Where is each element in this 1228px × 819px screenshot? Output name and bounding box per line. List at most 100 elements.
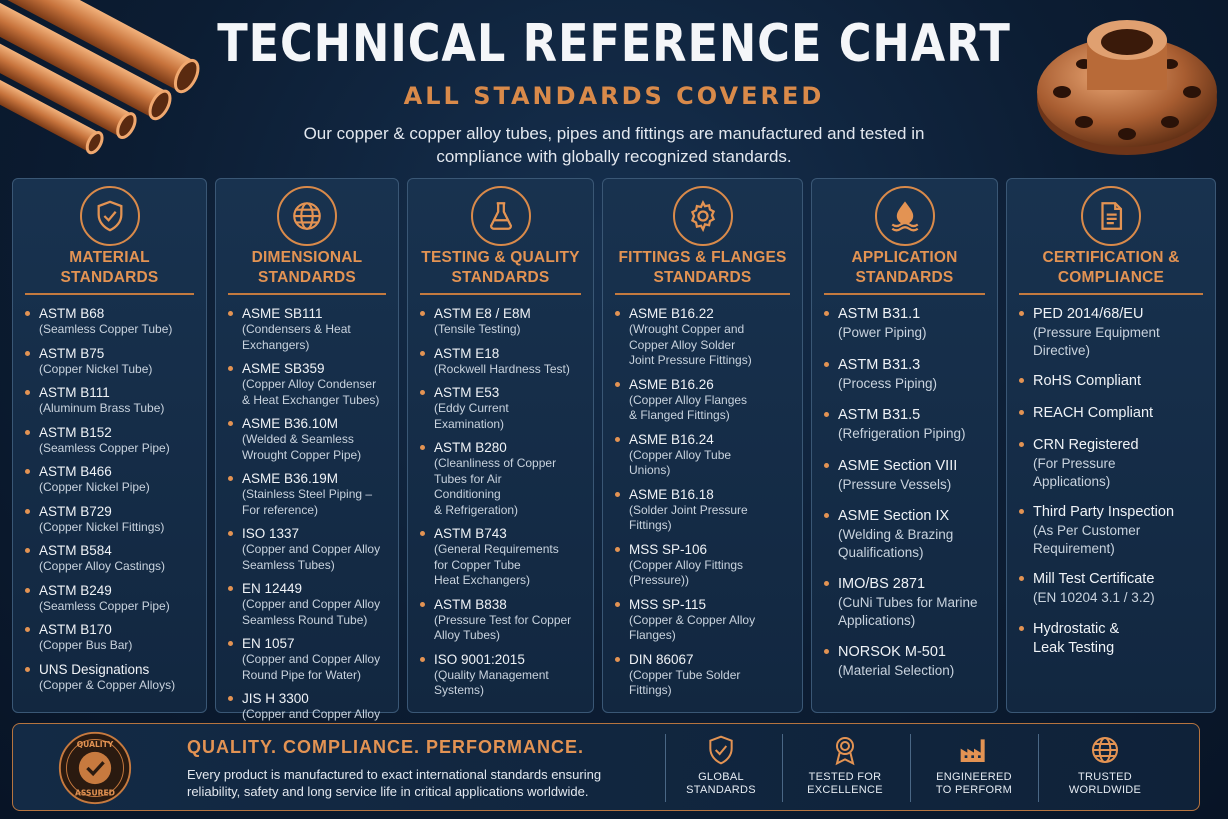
standard-code: ISO 1337 xyxy=(242,526,300,541)
badge-label: TESTED FOR EXCELLENCE xyxy=(807,771,883,796)
badge-global-standards: GLOBAL STANDARDS xyxy=(663,734,779,804)
standard-desc: (Copper and Copper Alloy Round Pipe for … xyxy=(242,652,381,682)
badge-label: GLOBAL STANDARDS xyxy=(686,771,756,796)
standard-code: EN 1057 xyxy=(242,636,295,651)
list-item: RoHS Compliant xyxy=(1019,372,1209,391)
standard-desc: (Copper and Copper Alloy Seamless Tubes) xyxy=(242,542,381,572)
globe-icon xyxy=(277,186,337,246)
divider xyxy=(615,293,790,295)
standard-code: MSS SP-115 xyxy=(629,596,707,612)
list-item: NORSOK M-501 (Material Selection) xyxy=(824,643,991,680)
badge-engineered-to-perform: ENGINEERED TO PERFORM xyxy=(916,734,1032,804)
standards-list: ASTM B31.1 (Power Piping) ASTM B31.3 (Proc… xyxy=(824,305,991,694)
list-item: ASME Section IX (Welding & Brazing Qualif… xyxy=(824,507,991,561)
standard-code: NORSOK M-501 xyxy=(838,644,946,660)
standard-desc: (EN 10204 3.1 / 3.2) xyxy=(1033,590,1155,605)
standard-code: Third Party Inspection xyxy=(1033,504,1175,520)
standard-code: ASME B36.19M xyxy=(242,471,339,486)
standard-code: Hydrostatic & xyxy=(1033,620,1120,637)
standard-code: ISO 9001:2015 xyxy=(434,651,525,667)
standard-code: DIN 86067 xyxy=(629,651,694,667)
list-item: ISO 1337 (Copper and Copper Alloy Seamles… xyxy=(228,525,392,573)
standard-code: CRN Registered xyxy=(1033,437,1139,453)
standard-code: ASTM B31.5 xyxy=(838,407,921,423)
standard-code: ASTM B75 xyxy=(39,345,105,361)
divider xyxy=(910,734,911,802)
standard-desc: (Power Piping) xyxy=(838,325,927,340)
badge-trusted-worldwide: TRUSTED WORLDWIDE xyxy=(1047,734,1163,804)
standard-code: Mill Test Certificate xyxy=(1033,571,1155,587)
standard-desc: (Copper & Copper Alloy Flanges) xyxy=(629,612,756,643)
standard-code: ASTM B31.3 xyxy=(838,356,921,373)
list-item: ASTM E53 (Eddy Current Examination) xyxy=(420,384,587,432)
page-title: TECHNICAL REFERENCE CHART xyxy=(217,14,1011,74)
standard-desc: (Process Piping) xyxy=(838,375,938,391)
standard-desc: (Refrigeration Piping) xyxy=(838,426,966,441)
divider xyxy=(665,734,666,802)
list-item: ASTM B31.5 (Refrigeration Piping) xyxy=(824,406,991,443)
card-application-standards: APPLICATION STANDARDS ASTM B31.1 (Power P… xyxy=(811,178,998,713)
water-drop-icon xyxy=(874,186,935,246)
standard-code: ASTM B249 xyxy=(39,582,112,598)
list-item: ASME B16.26 (Copper Alloy Flanges & Flang… xyxy=(615,376,796,424)
standard-desc: (Copper and Copper Alloy Seamless Round … xyxy=(242,597,381,627)
divider xyxy=(25,293,194,295)
standard-desc: (Seamless Copper Tube) xyxy=(39,322,173,336)
list-item: REACH Compliant xyxy=(1019,404,1209,423)
standard-code: ASME Section IX xyxy=(838,508,950,524)
standard-desc: (Copper Bus Bar) xyxy=(39,638,133,652)
standard-code: ASME B16.22 xyxy=(629,306,714,321)
standards-list: ASTM B68 (Seamless Copper Tube) ASTM B75(… xyxy=(25,305,200,700)
divider xyxy=(1038,734,1039,802)
factory-icon xyxy=(960,739,985,762)
standard-code: ASME B16.24 xyxy=(629,431,714,447)
standard-desc: (Solder Joint Pressure Fittings) xyxy=(629,502,748,533)
list-item: ASTM B838 (Pressure Test for Copper Alloy… xyxy=(420,596,587,644)
standard-code: ASTM B729 xyxy=(39,503,112,519)
standard-desc: (Tensile Testing) xyxy=(434,322,521,336)
footer-description: Every product is manufactured to exact i… xyxy=(187,767,602,799)
card-heading: MATERIAL STANDARDS xyxy=(60,249,159,286)
standard-desc: (Copper Nickel Tube) xyxy=(39,361,153,376)
divider xyxy=(782,734,783,802)
footer-tagline: QUALITY. COMPLIANCE. PERFORMANCE. xyxy=(187,737,585,757)
standards-cards: MATERIAL STANDARDS ASTM B68 (Seamless Cop… xyxy=(12,178,1216,737)
list-item: ASTM B249 (Seamless Copper Pipe) xyxy=(25,582,200,615)
standard-code: ASTM B111 xyxy=(39,385,110,400)
standard-code: IMO/BS 2871 xyxy=(838,576,926,592)
card-heading: DIMENSIONAL STANDARDS xyxy=(251,249,363,286)
intro-text: Our copper & copper alloy tubes, pipes a… xyxy=(303,124,925,166)
standard-desc: (Copper Alloy Condenser & Heat Exchanger… xyxy=(242,377,380,407)
standard-code: ASTM B152 xyxy=(39,424,112,440)
quality-assured-seal-icon: QUALITY ASSURED xyxy=(58,731,132,805)
standard-desc: (CuNi Tubes for Marine Applications) xyxy=(838,595,978,628)
standards-list: ASME SB111 (Condensers & Heat Exchangers)… xyxy=(228,305,392,745)
copper-pipes-image xyxy=(0,0,200,155)
standard-desc: (Copper Alloy Tube Unions) xyxy=(629,447,732,478)
list-item: MSS SP-115 (Copper & Copper Alloy Flanges… xyxy=(615,596,796,644)
list-item: ASME SB111 (Condensers & Heat Exchangers) xyxy=(228,305,392,353)
standard-code: ASTM E8 / E8M xyxy=(434,306,531,321)
seal-top-text: QUALITY xyxy=(77,740,114,749)
standard-code: ASTM B584 xyxy=(39,543,112,558)
standard-code: PED 2014/68/EU xyxy=(1033,306,1144,322)
card-dimensional-standards: DIMENSIONAL STANDARDS ASME SB111 (Condens… xyxy=(215,178,399,737)
list-item: ASME B36.10M (Welded & Seamless Wrought C… xyxy=(228,415,392,463)
list-item: ASTM B170 (Copper Bus Bar) xyxy=(25,621,200,654)
list-item: ASTM B75 (Copper Nickel Tube) xyxy=(25,345,200,378)
card-certification-compliance: CERTIFICATION & COMPLIANCE PED 2014/68/E… xyxy=(1006,178,1216,713)
standard-code: EN 12449 xyxy=(242,581,303,596)
standard-desc: (Copper Nickel Fittings) xyxy=(39,519,165,534)
copper-flange-image xyxy=(1037,20,1217,155)
standard-code: REACH Compliant xyxy=(1033,405,1154,421)
card-heading: APPLICATION STANDARDS xyxy=(851,249,958,286)
standard-code: ASTM B170 xyxy=(39,622,112,637)
standard-desc: (As Per Customer Requirement) xyxy=(1033,523,1141,556)
badge-tested-for-excellence: TESTED FOR EXCELLENCE xyxy=(787,734,903,804)
list-item: IMO/BS 2871 (CuNi Tubes for Marine Applic… xyxy=(824,575,991,629)
list-item: ASTM B466 (Copper Nickel Pipe) xyxy=(25,463,200,496)
standard-desc: (Copper Tube Solder Fittings) xyxy=(629,667,741,698)
standard-code: ASTM B31.1 xyxy=(838,306,921,322)
list-item: MSS SP-106 (Copper Alloy Fittings (Pressu… xyxy=(615,541,796,589)
standard-desc: (For Pressure Applications) xyxy=(1033,456,1116,489)
